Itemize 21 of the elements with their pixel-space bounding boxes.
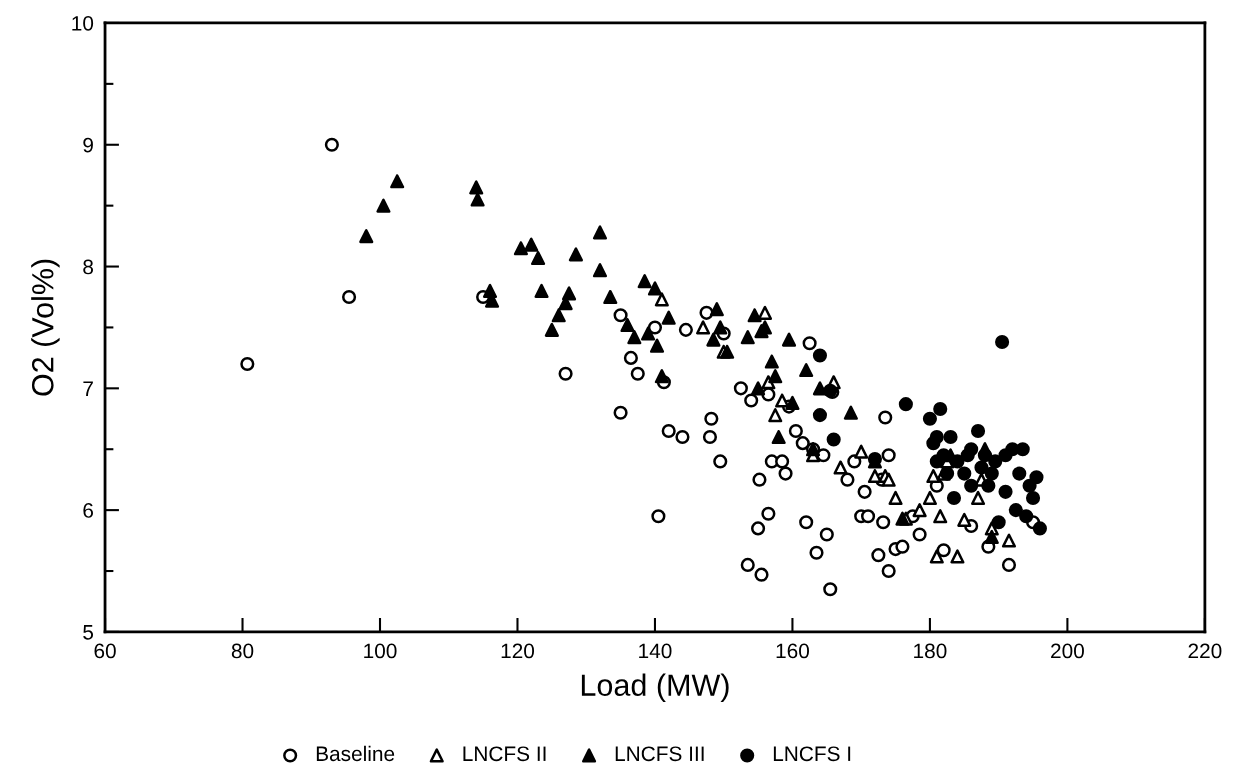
legend-label: LNCFS II [463,746,546,762]
legend-label: LNCFS III [615,746,704,762]
y-tick-label: 6 [83,503,94,518]
y-tick-label: 10 [72,15,94,31]
x-axis-title: Load (MW) [581,673,729,703]
y-axis-title: O2 (Vol%) [31,259,60,396]
x-tick-label: 60 [94,643,116,659]
x-tick-label: 100 [364,643,397,659]
legend-label: LNCFS I [773,746,851,762]
x-tick-label: 160 [776,643,810,659]
x-tick-label: 120 [501,643,535,659]
x-tick-label: 220 [1188,643,1222,659]
x-tick-label: 140 [639,643,672,659]
y-tick-label: 5 [83,625,94,640]
legend-label: Baseline [316,745,395,762]
y-tick-label: 9 [83,137,93,153]
y-tick-label: 8 [83,259,94,275]
x-tick-label: 200 [1051,643,1084,659]
y-tick-label: 7 [83,381,93,396]
x-tick-label: 80 [231,643,254,659]
x-tick-label: 180 [914,643,947,659]
